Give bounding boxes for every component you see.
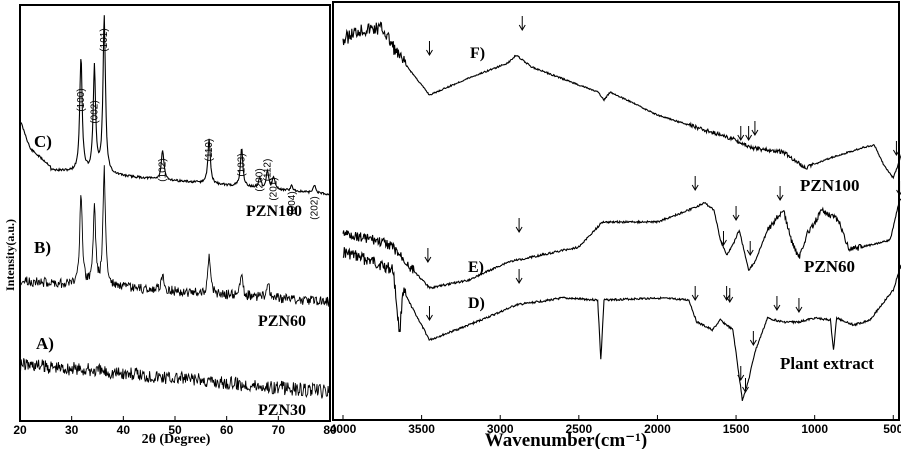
ftir-arrow-head: [720, 239, 727, 246]
xrd-tag-c: C): [34, 132, 52, 151]
xrd-series-pzn100: [19, 15, 330, 196]
ftir-series-pzn100: [342, 21, 901, 180]
xrd-series-pzn30: [19, 358, 330, 399]
xrd-hkl-label: (102): [158, 158, 169, 181]
xrd-tick-label: 30: [65, 423, 79, 437]
ftir-arrow-head: [746, 249, 754, 256]
ftir-arrow-head: [896, 189, 901, 196]
ftir-arrow-head: [424, 256, 432, 263]
xrd-tick-label: 60: [220, 423, 234, 437]
xrd-hkl-label: (103): [237, 153, 248, 176]
xrd-name-pzn30: PZN30: [258, 402, 306, 419]
xrd-panel: 20 30 40 50 60 70 80 2θ (Degree) Intensity(a.u…: [3, 4, 337, 447]
xrd-tag-b: B): [34, 238, 51, 257]
ftir-tick-label: 3000: [487, 422, 514, 436]
xrd-hkl-label: (110): [204, 139, 215, 162]
xrd-hkl-label: (002): [89, 100, 100, 123]
ftir-tick-label: 2500: [565, 422, 592, 436]
ftir-arrow-head: [776, 194, 784, 201]
ftir-arrow-head: [892, 149, 900, 156]
ftir-tick-label: 4000: [330, 422, 357, 436]
xrd-hkl-label: (004): [287, 191, 298, 214]
ftir-tag-e: E): [468, 259, 484, 276]
ftir-arrow-head: [723, 294, 731, 301]
ftir-arrow-head: [691, 184, 699, 191]
xrd-ylabel: Intensity(a.u.): [3, 219, 17, 291]
xrd-hkl-label: (200): [255, 168, 266, 191]
ftir-arrow-head: [751, 129, 759, 136]
ftir-series-pzn60: [342, 198, 901, 290]
ftir-arrow-head: [795, 306, 803, 313]
xrd-tick-label: 40: [117, 423, 131, 437]
ftir-arrow-head: [737, 134, 745, 141]
xrd-series-pzn60: [19, 165, 330, 307]
ftir-tick-label: 3500: [408, 422, 435, 436]
xrd-name-pzn100: PZN100: [246, 203, 302, 220]
ftir-arrow-head: [515, 277, 523, 284]
ftir-arrow-head: [515, 226, 523, 233]
xrd-tick-label: 80: [323, 423, 337, 437]
ftir-arrow-head: [426, 49, 433, 56]
ftir-arrow-head: [749, 339, 757, 346]
xrd-hkl-label: (101): [99, 28, 110, 51]
ftir-xlabel: Wavenumber(cm⁻¹): [485, 430, 647, 449]
ftir-arrow-head: [773, 304, 781, 311]
ftir-name-pzn60: PZN60: [804, 257, 855, 276]
ftir-arrow-head: [732, 214, 740, 221]
ftir-x-axis: 4000 3500 3000 2500 2000 1500 1000 500: [330, 415, 901, 436]
xrd-hkl-label: (202): [310, 196, 321, 219]
xrd-hkl-label: (112): [262, 159, 273, 182]
ftir-tick-label: 500: [883, 422, 901, 436]
ftir-tick-label: 1500: [723, 422, 750, 436]
ftir-name-plant: Plant extract: [780, 354, 874, 373]
ftir-arrow-head: [742, 386, 749, 393]
ftir-curves: [342, 21, 901, 401]
xrd-tick-label: 50: [168, 423, 182, 437]
ftir-panel: 4000 3500 3000 2500 2000 1500 1000 500 Wavenumb…: [330, 1, 901, 449]
xrd-hkl-label: (201): [269, 177, 280, 200]
xrd-xlabel: 2θ (Degree): [142, 432, 211, 447]
xrd-tick-label: 20: [13, 423, 27, 437]
ftir-arrows: [424, 16, 901, 393]
ftir-arrow-head: [426, 314, 433, 321]
ftir-tag-f: F): [470, 45, 485, 62]
ftir-tag-d: D): [468, 295, 485, 312]
ftir-tick-label: 2000: [644, 422, 671, 436]
ftir-arrow-head: [737, 374, 745, 381]
ftir-tick-label: 1000: [801, 422, 828, 436]
ftir-name-pzn100: PZN100: [800, 176, 860, 195]
ftir-series-plant-extract: [342, 247, 901, 401]
xrd-tag-a: A): [36, 334, 54, 353]
xrd-name-pzn60: PZN60: [258, 313, 306, 330]
xrd-curves: [19, 15, 330, 399]
ftir-arrow-head: [726, 296, 734, 303]
xrd-x-axis: 20 30 40 50 60 70 80: [13, 416, 337, 437]
xrd-tick-label: 70: [272, 423, 286, 437]
xrd-peak-labels: (100)(002) (101) (102) (110) (103) (200)(112)…: [76, 28, 321, 219]
ftir-arrow-head: [691, 294, 699, 301]
ftir-frame: [332, 1, 900, 421]
ftir-arrow-head: [518, 24, 526, 31]
ftir-arrow-head: [745, 134, 753, 141]
xrd-hkl-label: (100): [76, 88, 87, 111]
